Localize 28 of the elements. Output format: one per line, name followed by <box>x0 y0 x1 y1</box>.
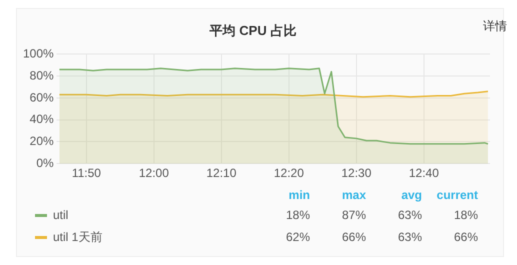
x-tick-label: 12:00 <box>138 166 170 180</box>
legend-label: util <box>53 208 68 222</box>
text: 66% <box>452 229 478 246</box>
chart-title: 平均 CPU 占比 <box>210 23 296 38</box>
text: 63% <box>396 229 422 246</box>
y-tick-label: 100% <box>22 46 54 61</box>
x-tick-label: 11:50 <box>72 166 102 180</box>
text: avg <box>400 187 422 204</box>
text: current <box>436 187 478 204</box>
text: 18% <box>284 207 310 224</box>
x-tick-label: 12:10 <box>206 166 237 180</box>
y-tick-label: 0% <box>36 156 54 170</box>
text: 详情 <box>483 18 507 35</box>
text: 62% <box>284 229 310 246</box>
legend-label: util 1天前 <box>53 230 102 244</box>
text: 63% <box>396 207 422 224</box>
y-tick-label: 20% <box>30 134 54 148</box>
text: max <box>340 187 366 204</box>
x-tick-label: 12:30 <box>341 166 372 180</box>
text: 87% <box>340 207 366 224</box>
text: min <box>288 187 310 204</box>
y-tick-label: 60% <box>30 90 54 104</box>
text: 66% <box>340 229 366 246</box>
y-tick-label: 40% <box>30 112 54 126</box>
x-tick-label: 12:40 <box>408 166 440 180</box>
y-tick-label: 80% <box>30 68 54 82</box>
text: 18% <box>452 207 478 224</box>
x-tick-label: 12:20 <box>274 166 304 180</box>
